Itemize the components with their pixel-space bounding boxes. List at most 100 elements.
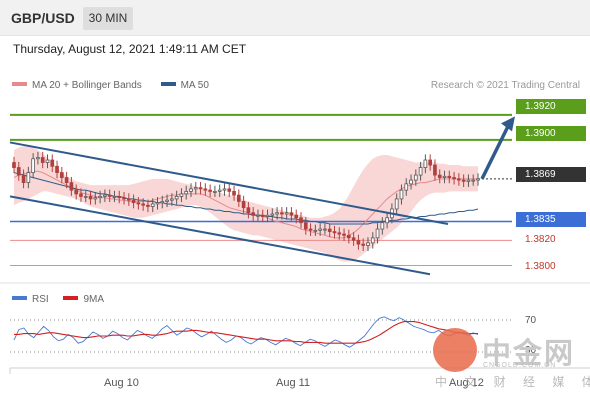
candle-body <box>366 242 370 246</box>
candle-body <box>131 199 136 204</box>
candle-body <box>385 217 389 224</box>
research-credit: Research © 2021 Trading Central <box>430 80 580 91</box>
candle-body <box>280 212 284 215</box>
candle-body <box>399 189 404 200</box>
level-text-1382: 1.3820 <box>525 234 556 245</box>
candle-body <box>289 212 294 216</box>
watermark-url: CNGOLD.COM.CN <box>483 362 557 369</box>
candle-body <box>141 203 145 206</box>
rsi-ma-swatch <box>63 296 79 301</box>
candle-body <box>270 213 275 216</box>
candle-body <box>21 174 26 184</box>
candle-body <box>409 179 413 185</box>
candle-body <box>88 196 93 200</box>
rsi-legend: RSI 9MA <box>12 294 104 305</box>
candle-body <box>107 194 112 197</box>
candle-body <box>12 162 16 168</box>
candle-body <box>50 159 55 167</box>
candle-body <box>160 201 165 204</box>
candle-body <box>174 196 179 200</box>
level-text-1392: 1.3920 <box>525 101 556 112</box>
level-text-1390: 1.3900 <box>525 128 556 139</box>
candle-body <box>79 193 83 197</box>
candle-body <box>423 159 428 168</box>
candle-body <box>251 212 256 216</box>
bollinger-band <box>14 146 478 262</box>
ma50-swatch <box>160 82 176 87</box>
rsi-line <box>13 316 479 348</box>
candle-body <box>60 172 64 178</box>
candle-body <box>476 178 480 181</box>
watermark: 中金网 CNGOLD.COM.CN 中 文 财 经 媒 体 <box>433 328 590 392</box>
candle-body <box>222 188 227 191</box>
candle-body <box>275 212 279 215</box>
candle-body <box>93 197 98 200</box>
candle-body <box>69 182 74 191</box>
level-label-13835: 1.3835 <box>516 212 586 227</box>
candle-body <box>356 239 361 245</box>
candle-body <box>98 196 102 199</box>
rsi-30-label: 30 <box>525 345 537 356</box>
candle-body <box>370 237 375 244</box>
rsi-70-label: 70 <box>525 315 537 326</box>
candle-body <box>466 179 471 182</box>
forecast-arrow-shaft <box>480 125 510 180</box>
symbol-title: GBP/USD <box>11 10 75 26</box>
candle-body <box>232 190 236 196</box>
level-label-last: 1.3869 <box>516 167 586 182</box>
timeframe-button[interactable]: 30 MIN <box>83 7 133 30</box>
watermark-subtitle: 中 文 财 经 媒 体 <box>435 375 590 389</box>
channel-lower-line <box>9 195 431 276</box>
candle-body <box>16 167 21 176</box>
candle-body <box>36 157 40 160</box>
header-bar: GBP/USD 30 MIN <box>0 0 590 36</box>
candle-body <box>103 194 107 197</box>
candle-body <box>413 174 418 181</box>
forecast-arrow-head <box>501 116 515 132</box>
level-text-1380: 1.3800 <box>525 261 556 272</box>
candle-body <box>447 175 452 178</box>
ma20-legend-label: MA 20 + Bollinger Bands <box>32 80 142 91</box>
candle-body <box>83 196 88 198</box>
candle-body <box>179 193 184 197</box>
ma50-line <box>13 172 479 225</box>
candle-body <box>260 214 265 217</box>
candle-body <box>203 188 208 191</box>
candle-body <box>308 228 313 231</box>
candle-body <box>208 189 212 192</box>
x-tick-aug11: Aug 11 <box>276 377 311 389</box>
candle-body <box>351 237 356 241</box>
candle-body <box>198 187 203 190</box>
candle-body <box>45 159 50 163</box>
candle-body <box>256 214 260 217</box>
candle-body <box>193 187 198 190</box>
candle-body <box>165 199 169 202</box>
ma20-line <box>13 170 478 239</box>
candle-body <box>122 197 126 200</box>
candle-body <box>337 232 342 235</box>
candle-body <box>437 174 442 178</box>
candle-body <box>213 190 217 193</box>
candle-body <box>461 179 466 182</box>
candle-body <box>136 202 141 205</box>
candle-body <box>236 194 241 202</box>
channel-upper-line <box>9 141 449 226</box>
candle-body <box>26 172 31 184</box>
candle-body <box>323 228 327 231</box>
candle-body <box>318 228 322 231</box>
candle-body <box>74 189 79 195</box>
candle-body <box>375 228 380 239</box>
level-label-1390: 1.3900 <box>516 126 586 141</box>
candle-body <box>40 157 45 163</box>
watermark-logo-icon <box>433 328 477 372</box>
candle-body <box>332 231 337 234</box>
candle-body <box>117 196 122 199</box>
candle-body <box>404 183 409 191</box>
candle-body <box>303 222 308 230</box>
candle-body <box>284 212 289 215</box>
candle-body <box>347 234 351 239</box>
candle-body <box>184 190 189 195</box>
timestamp: Thursday, August 12, 2021 1:49:11 AM CET <box>13 42 247 56</box>
